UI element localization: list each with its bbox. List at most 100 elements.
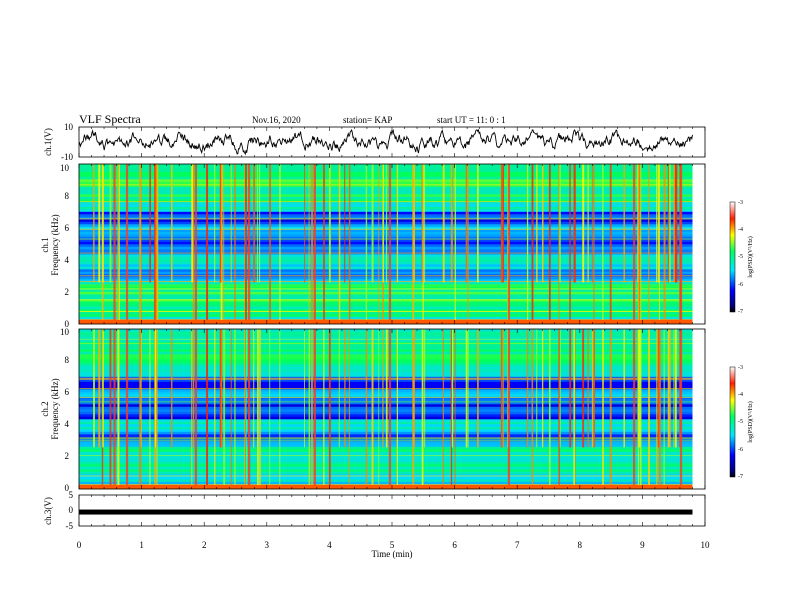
header: VLF Spectra Nov.16, 2020 station= KAP st…	[79, 112, 506, 126]
spec-sferic	[531, 164, 534, 324]
spec-band	[79, 349, 693, 352]
spec-sferic	[558, 329, 560, 489]
spec-sferic	[637, 164, 639, 283]
spec-band	[79, 466, 693, 470]
spec-sferic	[117, 329, 120, 489]
spec-sferic	[109, 329, 112, 489]
spec-sferic	[558, 329, 561, 448]
spec-sferic	[257, 164, 258, 283]
spec-line	[79, 377, 693, 379]
spec-band	[79, 409, 693, 412]
spec-sferic	[109, 164, 112, 283]
spec-band	[79, 259, 693, 262]
ch1-waveform-panel: 10 -10 ch.1(V)	[43, 122, 706, 162]
ch1-freq-tick-8: 8	[65, 191, 70, 201]
spec-sferic-strong	[194, 329, 198, 489]
spec-band	[79, 236, 693, 240]
spec-line	[79, 455, 693, 457]
spec-sferic	[219, 164, 222, 283]
spec-band	[79, 311, 693, 315]
ch3-ytick-5: 5	[69, 490, 74, 500]
spec-band	[79, 431, 693, 435]
spec-band	[79, 329, 693, 332]
spec-band	[79, 164, 693, 167]
spec-sferic	[219, 329, 222, 448]
start-time-label: start UT = 11: 0 : 1	[437, 115, 506, 125]
spec-line	[79, 184, 693, 186]
spec-sferic	[230, 164, 232, 283]
spec-sferic	[673, 329, 675, 448]
spec-band	[79, 234, 693, 237]
spec-sferic	[382, 164, 384, 283]
spec-sferic	[93, 164, 95, 283]
spec-sferic	[638, 329, 641, 448]
spec-sferic	[454, 329, 456, 489]
spec-sferic-strong	[113, 164, 116, 324]
spec-band	[79, 291, 693, 295]
ch3-ytick-0: 0	[69, 505, 74, 515]
ch2-colorbar-scale	[729, 366, 736, 478]
spec-sferic	[102, 329, 104, 448]
spec-sferic	[663, 164, 666, 324]
spec-band	[79, 214, 693, 217]
spec-sferic	[245, 329, 246, 489]
spec-sferic	[149, 329, 151, 489]
ch1-cb-tick-m4: -4	[738, 227, 743, 233]
ch1-cb-tick-m5: -5	[738, 254, 743, 260]
spec-sferic	[558, 164, 560, 324]
spec-sferic	[192, 164, 195, 324]
spec-band	[79, 339, 693, 342]
spec-sferic	[385, 164, 388, 283]
spec-sferic	[117, 164, 119, 324]
spec-sferic	[149, 164, 151, 283]
spec-band	[79, 421, 693, 425]
spec-band	[79, 181, 693, 185]
spec-sferic-strong	[248, 164, 251, 324]
spec-band	[79, 221, 693, 225]
ch2-spectrogram-panel: 0 2 4 6 8 10 ch.2 Frequency (kHz) -3 -4 …	[40, 327, 754, 493]
spec-band	[79, 304, 693, 307]
spec-band	[79, 289, 693, 292]
spec-sferic	[102, 164, 104, 283]
spec-sferic	[170, 329, 173, 448]
spec-sferic-strong	[679, 164, 683, 324]
ch1-spectrogram-panel: 0 2 4 6 8 10 ch.1 Frequency (kHz) -3 -4 …	[40, 163, 754, 329]
spec-band	[79, 449, 693, 452]
spec-sferic	[674, 164, 677, 283]
ch2-freq-tick-4: 4	[65, 419, 70, 429]
spec-sferic	[155, 329, 157, 448]
spec-band	[79, 224, 693, 227]
spec-sferic-strong	[125, 329, 129, 489]
x-tick-label: 6	[452, 540, 457, 550]
spec-band	[79, 199, 693, 202]
spec-band	[79, 479, 693, 482]
ch1-colorbar-scale	[729, 201, 736, 313]
ch1-waveform-trace	[78, 128, 693, 156]
ch3-waveform-frame	[78, 494, 706, 527]
spec-lf-band	[79, 485, 693, 489]
spec-band	[79, 201, 693, 205]
spec-sferic	[669, 164, 671, 283]
spec-band	[79, 341, 693, 345]
ch2-cb-tick-m4: -4	[738, 392, 743, 398]
spec-band	[79, 356, 693, 360]
spec-sferic	[269, 329, 271, 489]
spec-sferic	[214, 329, 216, 489]
ch2-cb-tick-m7: -7	[738, 474, 743, 480]
spec-band	[79, 404, 693, 407]
spec-sferic	[536, 329, 538, 448]
spec-sferic	[467, 164, 469, 324]
spec-sferic	[382, 329, 384, 448]
spec-sferic	[245, 164, 247, 324]
x-axis-tick-labels: 0 1 2 3 4 5 6 7 8 9 10	[77, 540, 710, 550]
spec-band	[79, 284, 693, 287]
spec-band	[79, 306, 693, 310]
spec-sferic	[541, 329, 544, 448]
spec-sferic	[657, 164, 660, 283]
spec-band	[79, 394, 693, 397]
ch1-cb-tick-m3: -3	[738, 200, 743, 206]
ch1-freq-tick-10: 10	[60, 163, 70, 173]
spec-band	[79, 189, 693, 192]
ch1-channel-label: ch.1	[40, 237, 50, 252]
